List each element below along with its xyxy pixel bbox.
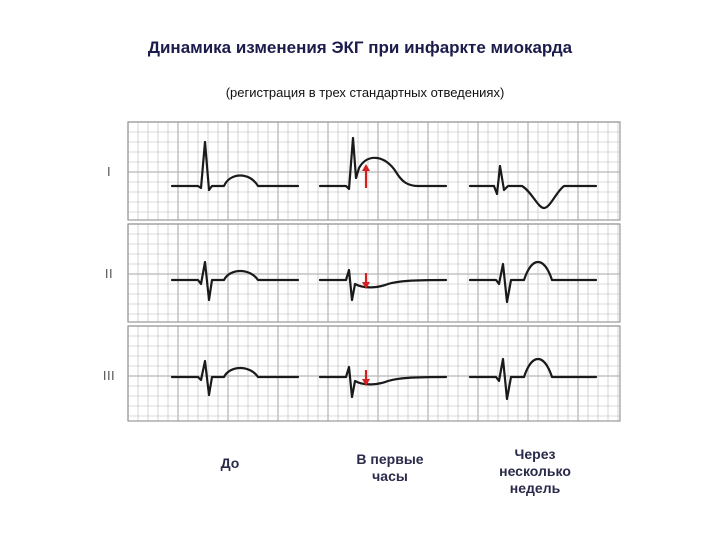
- ecg-trace-lead-3-stage-1: [170, 359, 300, 397]
- caption-before: До: [220, 455, 240, 471]
- st-elevation-arrow-head: [362, 164, 370, 171]
- ecg-trace-lead-3-stage-2: [318, 365, 448, 399]
- grid-strip-3: [127, 325, 621, 422]
- grid-strip-2: [127, 223, 621, 323]
- lead-label-i: I: [106, 164, 112, 179]
- st-depression-arrow-iii-head: [362, 379, 370, 386]
- ecg-trace-lead-2-stage-1: [170, 260, 300, 302]
- ecg-trace-lead-1-stage-1: [170, 140, 300, 192]
- ecg-trace-lead-2-stage-2: [318, 268, 448, 302]
- caption-several-weeks: Через несколько недель: [499, 446, 571, 496]
- ecg-trace-lead-3-stage-3: [468, 357, 598, 401]
- grid-strip-1: [127, 121, 621, 221]
- ecg-trace-lead-1-stage-3: [468, 164, 598, 210]
- lead-label-iii: III: [102, 368, 116, 383]
- ecg-trace-lead-1-stage-2: [318, 136, 448, 191]
- page-subtitle: (регистрация в трех стандартных отведени…: [225, 85, 505, 100]
- lead-label-ii: II: [104, 266, 114, 281]
- caption-first-hours: В первые часы: [356, 451, 424, 484]
- st-depression-arrow-ii-head: [362, 282, 370, 289]
- page-title: Динамика изменения ЭКГ при инфаркте миок…: [147, 38, 573, 57]
- ecg-trace-lead-2-stage-3: [468, 260, 598, 304]
